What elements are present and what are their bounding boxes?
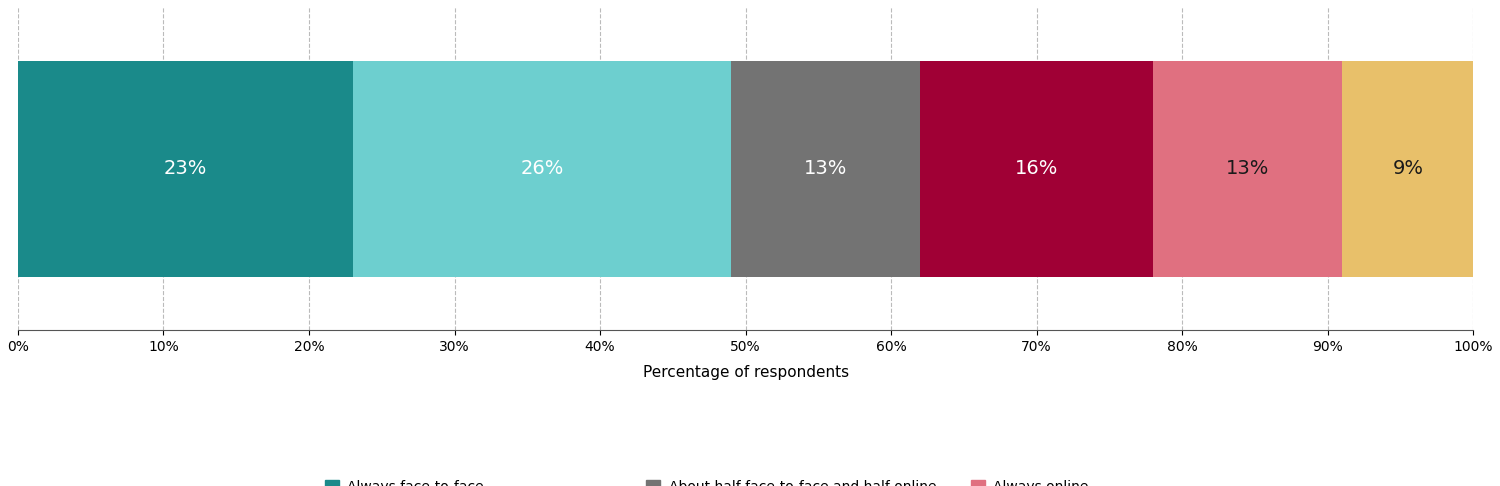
Text: 13%: 13%	[804, 159, 847, 178]
Bar	[352, 61, 730, 277]
Text: 26%: 26%	[520, 159, 564, 178]
Text: 16%: 16%	[1016, 159, 1059, 178]
Bar	[920, 61, 1154, 277]
Bar	[1154, 61, 1342, 277]
Text: 9%: 9%	[1392, 159, 1423, 178]
Text: 23%: 23%	[164, 159, 207, 178]
Text: 13%: 13%	[1226, 159, 1269, 178]
X-axis label: Percentage of respondents: Percentage of respondents	[642, 365, 849, 381]
Bar	[18, 61, 352, 277]
Bar	[730, 61, 920, 277]
Legend: Always face-to-face, Mostly face-to-face, sometimes online, About half face-to-f: Always face-to-face, Mostly face-to-face…	[318, 473, 1173, 486]
Bar	[1342, 61, 1473, 277]
